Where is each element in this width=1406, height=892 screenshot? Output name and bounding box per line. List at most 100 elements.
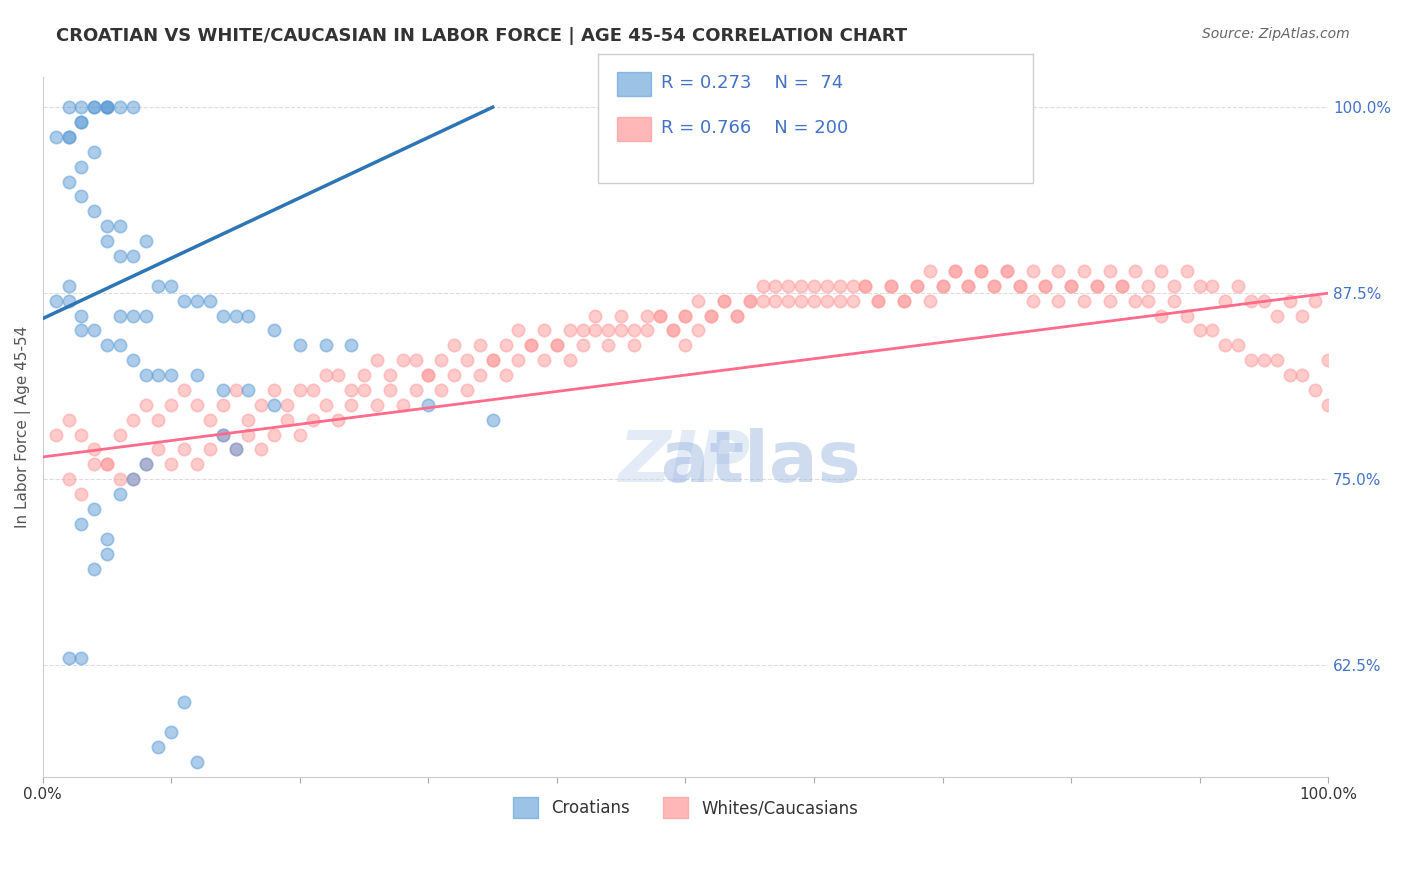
Point (108, 219, 131, 234)
Point (366, 353, 388, 368)
Point (675, 309, 697, 323)
Point (70, 100, 93, 114)
Point (778, 293, 800, 308)
Point (828, 278, 851, 293)
Point (198, 442, 221, 457)
Point (148, 442, 170, 457)
Point (135, 458, 157, 472)
Point (315, 368, 337, 382)
Point (648, 309, 671, 323)
Point (598, 338, 620, 352)
Point (58, 130, 80, 145)
Text: CROATIAN VS WHITE/CAUCASIAN IN LABOR FORCE | AGE 45-54 CORRELATION CHART: CROATIAN VS WHITE/CAUCASIAN IN LABOR FOR… (56, 27, 907, 45)
Point (1021, 264, 1043, 278)
Point (1150, 309, 1173, 323)
Point (225, 309, 247, 323)
Point (713, 293, 735, 308)
Point (1317, 398, 1340, 412)
Point (688, 323, 710, 337)
Point (880, 278, 903, 293)
Point (135, 458, 157, 472)
Point (1188, 323, 1211, 337)
Point (855, 278, 877, 293)
Point (160, 368, 183, 382)
Point (418, 368, 440, 382)
Point (675, 338, 697, 352)
Point (918, 293, 941, 308)
Point (328, 413, 350, 427)
Point (58, 100, 80, 114)
Point (108, 100, 131, 114)
Point (148, 368, 170, 382)
Point (135, 309, 157, 323)
Point (803, 293, 825, 308)
Point (995, 264, 1018, 278)
Point (1213, 338, 1236, 352)
Point (148, 740, 170, 755)
Point (1060, 278, 1083, 293)
Point (366, 398, 388, 412)
Point (610, 309, 633, 323)
Point (121, 100, 143, 114)
Point (546, 338, 568, 352)
Point (58, 293, 80, 308)
Point (70, 650, 93, 665)
Point (918, 264, 941, 278)
Point (713, 293, 735, 308)
Point (238, 427, 260, 442)
Point (1085, 278, 1108, 293)
Point (173, 383, 195, 397)
Point (765, 293, 787, 308)
Point (520, 338, 543, 352)
Point (96, 100, 118, 114)
Point (45, 427, 67, 442)
Point (263, 383, 285, 397)
Point (995, 264, 1018, 278)
Point (558, 323, 581, 337)
Point (636, 309, 658, 323)
Point (571, 323, 593, 337)
Point (186, 755, 208, 769)
Point (905, 278, 928, 293)
Point (1021, 293, 1043, 308)
Text: Source: ZipAtlas.com: Source: ZipAtlas.com (1202, 27, 1350, 41)
Point (585, 309, 607, 323)
Point (238, 383, 260, 397)
Point (495, 368, 517, 382)
Point (481, 353, 503, 368)
Point (121, 249, 143, 263)
Point (1303, 383, 1326, 397)
Point (1278, 293, 1301, 308)
Point (160, 458, 183, 472)
Point (1035, 278, 1057, 293)
Point (238, 413, 260, 427)
Point (790, 278, 813, 293)
Point (700, 309, 723, 323)
Point (1175, 309, 1198, 323)
Point (1085, 278, 1108, 293)
Point (841, 293, 863, 308)
Point (738, 293, 761, 308)
Point (70, 323, 93, 337)
Point (211, 427, 233, 442)
Point (828, 293, 851, 308)
Point (1265, 309, 1288, 323)
Point (1253, 353, 1275, 368)
Point (45, 293, 67, 308)
Point (983, 278, 1005, 293)
Point (520, 338, 543, 352)
Point (905, 278, 928, 293)
Point (301, 383, 323, 397)
Point (700, 309, 723, 323)
Point (1201, 278, 1223, 293)
Point (121, 309, 143, 323)
Point (868, 293, 890, 308)
Point (765, 278, 787, 293)
Point (225, 442, 247, 457)
Point (58, 278, 80, 293)
Point (661, 323, 683, 337)
Point (1098, 264, 1121, 278)
Point (70, 160, 93, 174)
Point (70, 115, 93, 129)
Point (121, 472, 143, 486)
